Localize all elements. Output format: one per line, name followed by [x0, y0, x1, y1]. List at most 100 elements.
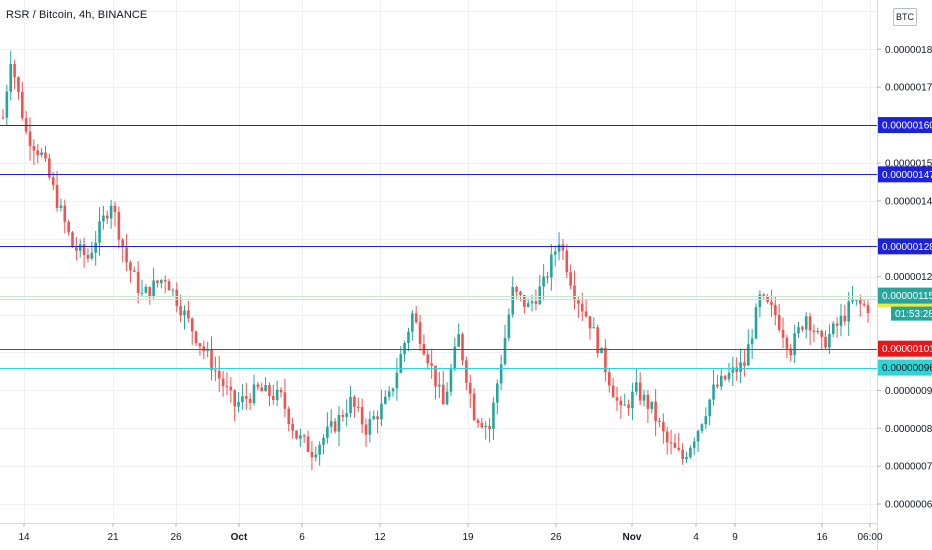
candle-body — [573, 285, 576, 301]
currency-button[interactable]: BTC — [893, 8, 917, 26]
candle-body — [51, 177, 55, 185]
candle-body — [380, 403, 383, 420]
candle-body — [360, 407, 364, 425]
candle-body — [364, 424, 368, 435]
candle-body — [716, 384, 719, 387]
candle-body — [387, 391, 391, 397]
candle-body — [17, 77, 20, 93]
candle-body — [333, 421, 337, 432]
candle-body — [866, 304, 870, 314]
candle-body — [399, 354, 403, 373]
candle-body — [283, 392, 287, 409]
candle-body — [635, 382, 638, 392]
candle-body — [762, 294, 766, 297]
candle-body — [217, 370, 221, 379]
candle-body — [646, 394, 650, 409]
candle-body — [117, 211, 121, 240]
candle-body — [438, 384, 441, 387]
candle-body — [449, 369, 453, 392]
candle-body — [121, 239, 125, 248]
candle-body — [719, 375, 723, 387]
candle-body — [302, 435, 306, 437]
candle-body — [511, 287, 515, 315]
candle-body — [310, 451, 314, 458]
candle-body — [685, 456, 688, 460]
price-axis-background — [877, 0, 932, 550]
candle-body — [383, 396, 387, 404]
y-tick-label: 0.00000180 — [885, 45, 932, 56]
candle-body — [82, 244, 86, 255]
candle-body — [221, 378, 225, 387]
candle-body — [125, 247, 128, 263]
candle-body — [565, 250, 569, 273]
candle-body — [743, 362, 746, 366]
last-price-tag-text: 0.00000115 — [882, 291, 932, 302]
candle-body — [526, 303, 530, 307]
candle-body — [356, 406, 360, 408]
candle-body — [658, 420, 661, 422]
level-price-tag-box — [878, 117, 932, 134]
candle-body — [183, 310, 186, 316]
candle-body — [403, 342, 406, 355]
candle-body — [190, 318, 194, 332]
candle-body — [445, 391, 449, 405]
candle-body — [735, 367, 739, 372]
candle-body — [754, 307, 758, 339]
candle-body — [812, 330, 816, 333]
chart-title: RSR / Bitcoin, 4h, BINANCE — [6, 9, 148, 21]
x-tick-label: 19 — [462, 532, 474, 543]
x-tick-label: 6 — [299, 532, 305, 543]
candle-body — [712, 384, 715, 400]
candle-body — [774, 304, 777, 316]
candle-body — [723, 375, 727, 380]
candle-body — [368, 419, 372, 435]
candle-body — [553, 251, 557, 255]
candle-body — [816, 330, 820, 333]
candle-body — [569, 272, 572, 286]
candle-body — [44, 152, 47, 159]
x-tick-label: 14 — [18, 532, 30, 543]
x-tick-label: 12 — [374, 532, 386, 543]
candle-body — [13, 64, 16, 78]
candle-body — [48, 158, 51, 178]
candle-body — [210, 349, 213, 371]
candle-body — [731, 367, 735, 373]
candle-body — [843, 315, 847, 322]
candle-body — [650, 401, 654, 409]
candle-body — [71, 232, 74, 248]
candle-body — [696, 430, 700, 442]
candle-body — [847, 301, 850, 322]
candle-body — [739, 362, 742, 372]
candle-body — [430, 363, 433, 366]
candle-body — [136, 271, 140, 293]
level-price-tag-text: 0.00000101 — [882, 344, 932, 355]
candle-body — [198, 343, 202, 347]
candle-body — [770, 301, 773, 305]
countdown-text: 01:53:28 — [895, 309, 932, 320]
candle-body — [129, 262, 132, 271]
countdown-box — [891, 306, 932, 321]
candle-body — [484, 425, 488, 428]
candle-body — [824, 336, 827, 348]
candle-body — [453, 346, 457, 370]
candle-body — [78, 244, 82, 251]
candle-body — [156, 280, 159, 284]
candle-body — [588, 316, 592, 329]
candle-body — [206, 349, 209, 351]
candle-body — [704, 416, 708, 425]
candle-body — [160, 280, 163, 284]
candle-body — [495, 383, 499, 403]
candle-body — [24, 118, 28, 132]
candle-body — [426, 354, 430, 364]
level-price-tag-box — [878, 359, 932, 376]
candle-body — [669, 442, 673, 444]
candle-body — [318, 444, 321, 455]
candle-body — [851, 300, 854, 302]
level-price-tag-text: 0.00000128 — [882, 242, 932, 253]
candle-body — [233, 390, 236, 407]
candle-body — [808, 316, 812, 331]
candle-body — [534, 301, 538, 304]
